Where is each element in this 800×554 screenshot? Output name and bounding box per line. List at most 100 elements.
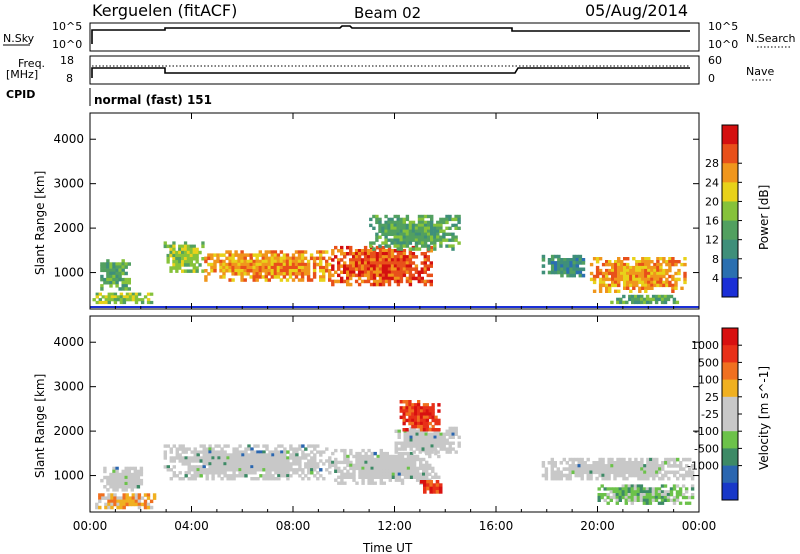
colorbar-segment bbox=[722, 277, 738, 298]
scatter-region bbox=[399, 400, 441, 432]
scatter-cell bbox=[262, 450, 266, 454]
scatter-cell bbox=[115, 472, 119, 477]
scatter-cell bbox=[384, 273, 389, 278]
scatter-cell bbox=[439, 238, 443, 242]
scatter-cell bbox=[346, 454, 350, 459]
scatter-cell bbox=[649, 473, 653, 478]
scatter-cell bbox=[163, 244, 167, 249]
scatter-cell bbox=[620, 271, 624, 276]
scatter-cell bbox=[660, 495, 665, 500]
scatter-cell bbox=[418, 438, 422, 442]
scatter-cell bbox=[379, 463, 383, 468]
scatter-cell bbox=[361, 454, 365, 459]
scatter-cell bbox=[369, 261, 374, 265]
scatter-cell bbox=[550, 261, 555, 265]
scatter-cell bbox=[372, 264, 377, 268]
scatter-cell bbox=[560, 261, 564, 265]
scatter-cell bbox=[568, 457, 572, 462]
scatter-cell bbox=[547, 261, 552, 265]
scatter-cell bbox=[628, 461, 632, 465]
scatter-cell bbox=[249, 275, 253, 279]
scatter-cell bbox=[607, 470, 611, 475]
scatter-cell bbox=[406, 475, 411, 479]
scatter-cell bbox=[649, 461, 653, 465]
scatter-cell bbox=[241, 465, 245, 469]
scatter-cell bbox=[678, 501, 683, 505]
scatter-cell bbox=[228, 265, 232, 270]
scatter-cell bbox=[316, 465, 320, 469]
scatter-cell bbox=[319, 468, 323, 472]
scatter-cell bbox=[394, 469, 399, 473]
scatter-cell bbox=[252, 259, 256, 264]
scatter-cell bbox=[680, 262, 684, 267]
scatter-cell bbox=[240, 265, 244, 270]
scatter-cell bbox=[128, 295, 133, 299]
scatter-cell bbox=[163, 241, 167, 245]
scatter-cell bbox=[181, 444, 185, 448]
scatter-cell bbox=[381, 267, 386, 271]
scatter-cell bbox=[644, 271, 648, 276]
scatter-cell bbox=[277, 450, 281, 454]
scatter-cell bbox=[204, 278, 208, 282]
scatter-cell bbox=[285, 256, 290, 261]
scatter-cell bbox=[127, 287, 131, 291]
scatter-cell bbox=[434, 472, 438, 476]
scatter-cell bbox=[427, 229, 431, 233]
scatter-cell bbox=[562, 457, 566, 462]
scatter-cell bbox=[175, 266, 179, 270]
scatter-cell bbox=[259, 474, 263, 478]
scatter-cell bbox=[198, 250, 202, 255]
colorbar-tick-label: 8 bbox=[712, 253, 719, 266]
scatter-cell bbox=[196, 456, 200, 460]
scatter-cell bbox=[340, 448, 344, 453]
scatter-cell bbox=[384, 270, 389, 274]
scatter-cell bbox=[217, 471, 221, 475]
scatter-cell bbox=[273, 269, 278, 273]
scatter-cell bbox=[373, 460, 377, 465]
scatter-cell bbox=[422, 418, 427, 423]
scatter-cell bbox=[448, 244, 452, 248]
scatter-cell bbox=[414, 421, 418, 426]
scatter-cell bbox=[451, 238, 455, 242]
scatter-cell bbox=[396, 232, 400, 236]
scatter-cell bbox=[642, 490, 647, 494]
scatter-cell bbox=[411, 267, 416, 271]
scatter-cell bbox=[306, 265, 311, 270]
scatter-cell bbox=[101, 295, 105, 299]
scatter-cell bbox=[415, 466, 420, 471]
scatter-cell bbox=[121, 262, 125, 266]
scatter-cell bbox=[331, 451, 335, 456]
scatter-cell bbox=[419, 472, 423, 476]
scatter-cell bbox=[396, 267, 401, 271]
scatter-cell bbox=[375, 220, 379, 225]
scatter-cell bbox=[660, 493, 665, 497]
scatter-cell bbox=[611, 265, 615, 270]
scatter-cell bbox=[667, 457, 671, 462]
scatter-cell bbox=[430, 432, 434, 436]
scatter-cell bbox=[219, 253, 223, 257]
scatter-cell bbox=[423, 223, 428, 228]
scatter-cell bbox=[422, 424, 427, 429]
scatter-cell bbox=[385, 466, 389, 471]
scatter-cell bbox=[566, 264, 570, 268]
scatter-cell bbox=[121, 475, 125, 480]
scatter-cell bbox=[682, 467, 686, 471]
scatter-cell bbox=[178, 477, 182, 481]
scatter-cell bbox=[130, 488, 134, 492]
scatter-cell bbox=[361, 463, 365, 468]
scatter-cell bbox=[343, 472, 347, 476]
scatter-cell bbox=[581, 258, 586, 262]
scatter-cell bbox=[232, 477, 236, 481]
y-tick-label: 2000 bbox=[53, 424, 84, 438]
scatter-cell bbox=[610, 300, 614, 305]
scatter-cell bbox=[430, 450, 434, 454]
scatter-cell bbox=[232, 462, 236, 466]
scatter-cell bbox=[354, 249, 359, 253]
scatter-cell bbox=[408, 270, 413, 274]
scatter-cell bbox=[672, 498, 677, 502]
scatter-cell bbox=[267, 278, 271, 282]
scatter-cell bbox=[572, 270, 576, 275]
scatter-cell bbox=[630, 501, 634, 505]
scatter-cell bbox=[202, 450, 206, 454]
scatter-cell bbox=[115, 268, 119, 273]
